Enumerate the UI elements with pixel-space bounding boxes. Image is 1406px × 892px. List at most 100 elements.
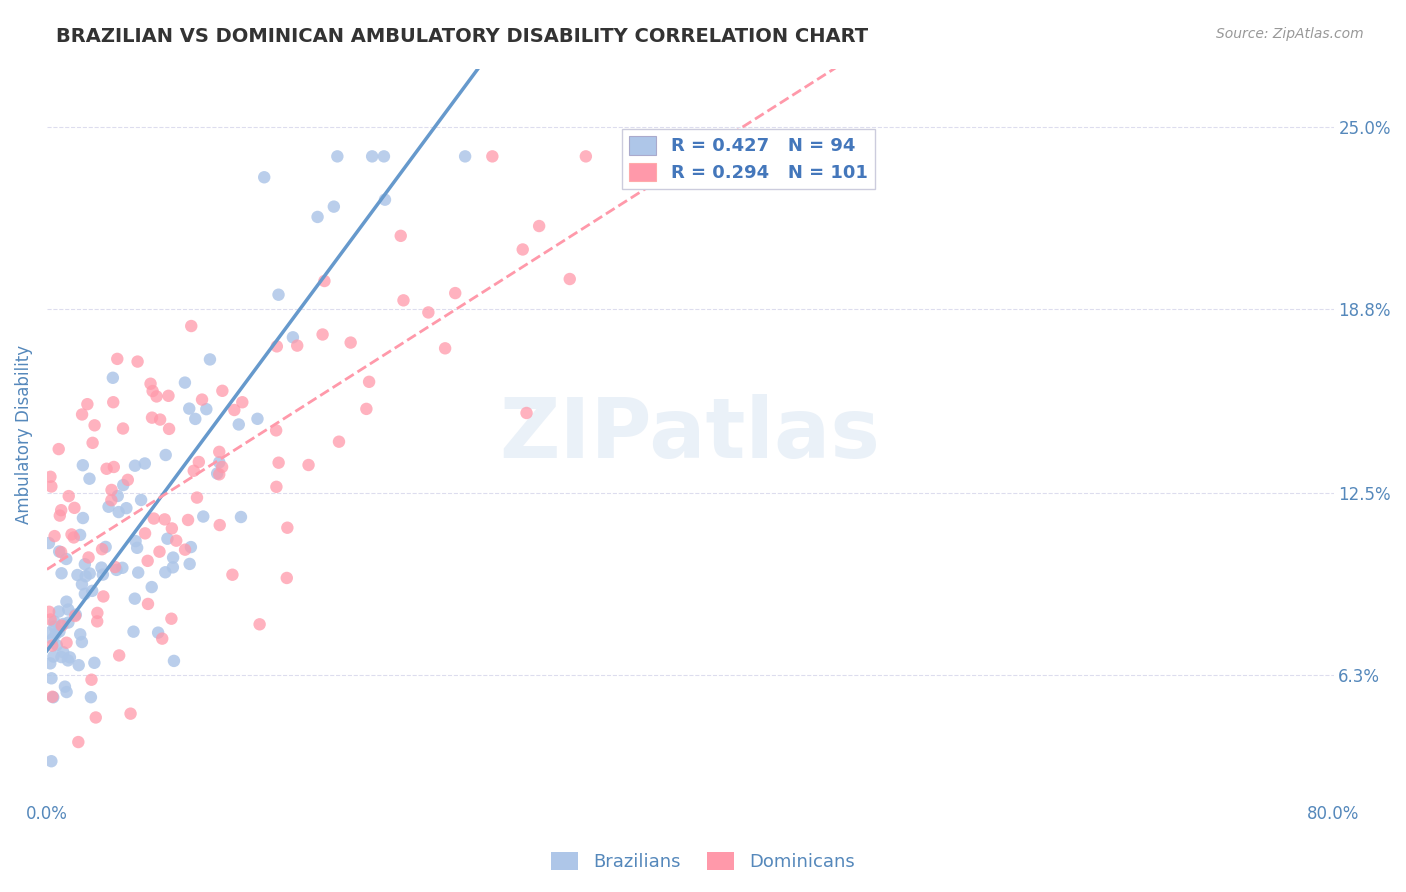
Point [93,590,115,604]
Point [67,735,90,749]
Point [55,636,77,650]
Point [75,569,97,583]
Point [374,193,396,207]
Point [198,352,221,367]
Point [179,557,201,571]
Point [58,489,80,503]
Point [111,561,134,575]
Point [70,577,93,591]
Point [281,330,304,344]
Point [69,528,91,542]
Point [193,509,215,524]
Point [39,612,62,626]
Point [76,397,98,411]
Point [322,200,344,214]
Point [418,305,440,319]
Point [73,587,96,601]
Y-axis label: Ambulatory Disability: Ambulatory Disability [15,345,32,524]
Point [156,532,179,546]
Point [52,645,75,659]
Point [59,650,82,665]
Point [41,690,63,704]
Point [264,423,287,437]
Point [136,554,159,568]
Point [48,544,70,558]
Legend: Brazilians, Dominicans: Brazilians, Dominicans [544,845,862,879]
Point [62,531,84,545]
Point [56,653,79,667]
Point [162,560,184,574]
Point [37,625,59,640]
Point [266,339,288,353]
Point [361,149,384,163]
Point [285,338,308,352]
Point [228,417,250,432]
Point [191,392,214,407]
Point [373,149,395,163]
Point [70,408,93,422]
Point [48,442,70,456]
Point [141,410,163,425]
Point [111,421,134,435]
Point [104,560,127,574]
Point [267,287,290,301]
Point [454,149,477,163]
Text: ZIPatlas: ZIPatlas [499,394,880,475]
Point [100,483,122,497]
Point [208,467,231,482]
Point [124,458,146,473]
Point [58,602,80,616]
Point [174,542,197,557]
Point [39,470,62,484]
Point [297,458,319,472]
Point [79,472,101,486]
Point [174,376,197,390]
Point [51,650,73,665]
Point [139,376,162,391]
Point [276,521,298,535]
Point [86,606,108,620]
Point [91,542,114,557]
Point [127,566,149,580]
Point [155,448,177,462]
Point [184,412,207,426]
Point [44,529,66,543]
Point [136,597,159,611]
Point [42,649,65,664]
Point [512,243,534,257]
Point [122,624,145,639]
Point [157,422,180,436]
Point [160,612,183,626]
Point [208,455,231,469]
Point [44,615,66,629]
Point [55,685,77,699]
Point [153,512,176,526]
Point [145,389,167,403]
Point [105,563,128,577]
Point [186,491,208,505]
Point [86,615,108,629]
Point [124,534,146,549]
Point [105,351,128,366]
Point [44,620,66,634]
Point [120,706,142,721]
Text: Source: ZipAtlas.com: Source: ZipAtlas.com [1216,27,1364,41]
Point [356,401,378,416]
Point [41,754,63,768]
Point [276,571,298,585]
Point [77,550,100,565]
Point [150,632,173,646]
Point [266,480,288,494]
Point [41,632,63,646]
Point [575,149,598,163]
Point [155,566,177,580]
Point [66,568,89,582]
Point [103,460,125,475]
Point [82,583,104,598]
Point [72,511,94,525]
Point [389,228,412,243]
Point [51,618,73,632]
Point [63,500,86,515]
Point [39,657,62,671]
Point [142,511,165,525]
